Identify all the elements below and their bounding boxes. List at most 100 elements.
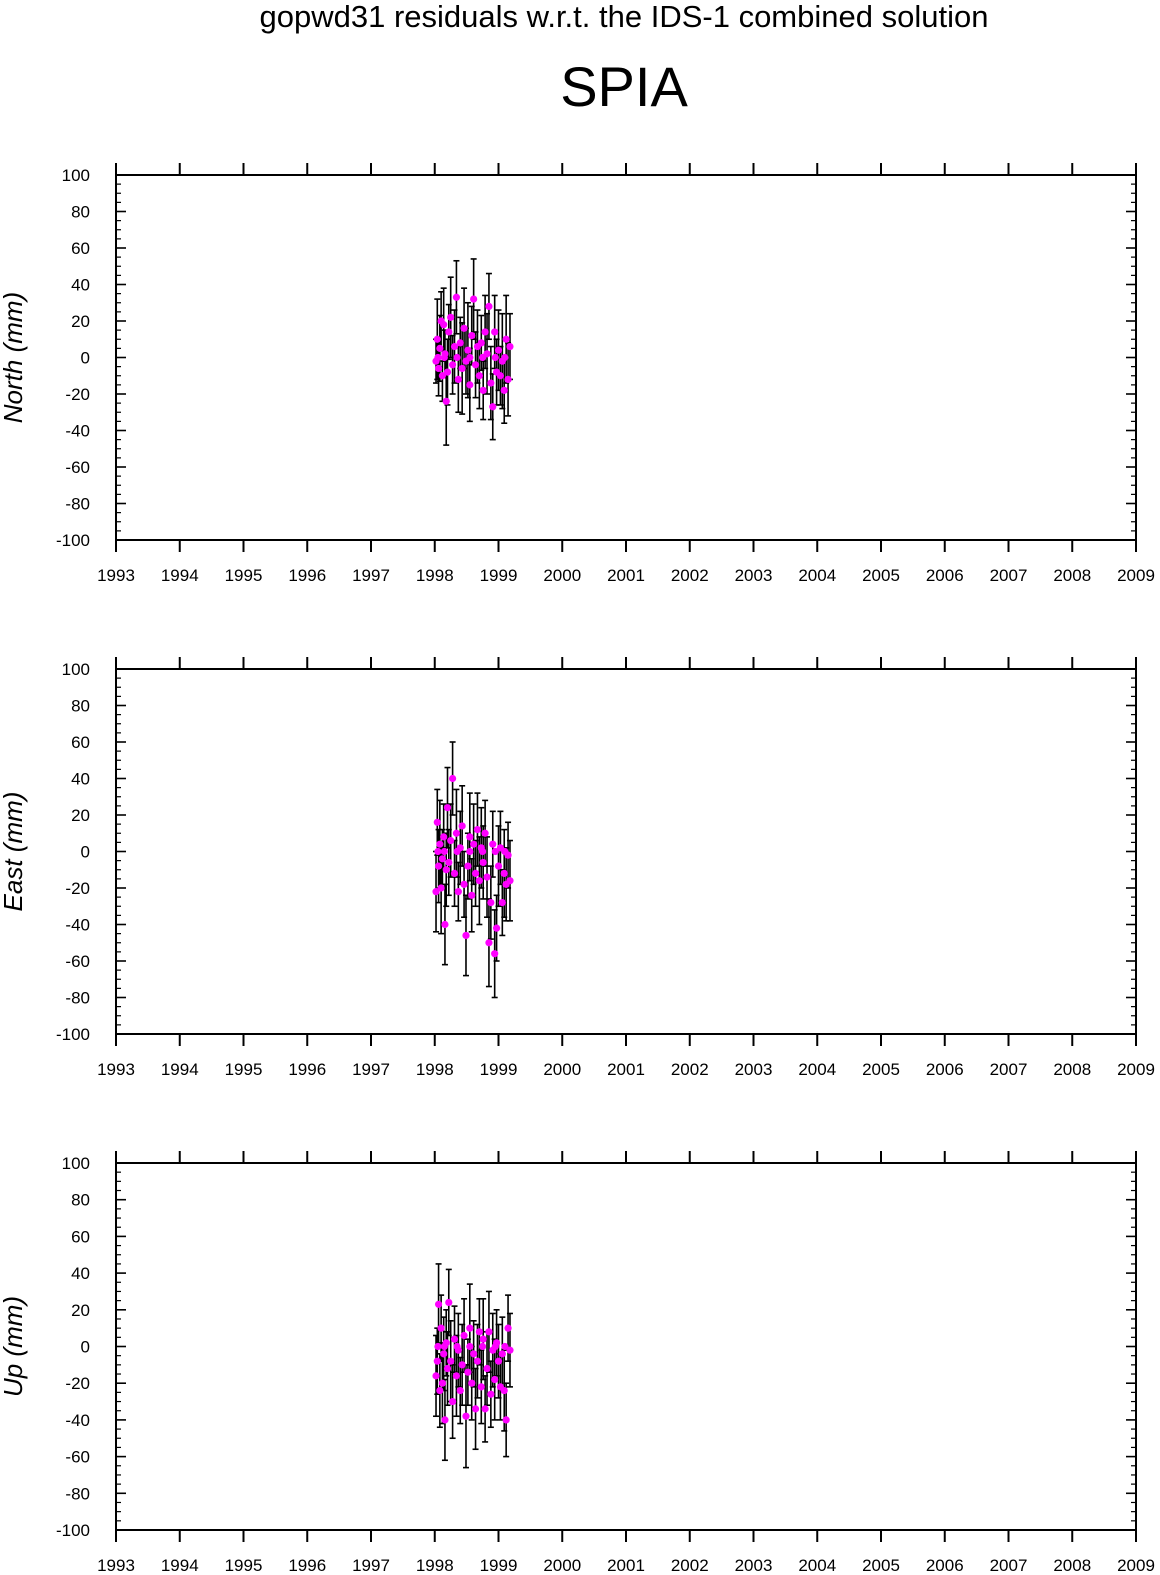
data-point [491,328,499,336]
data-point [434,353,442,362]
data-point [487,1390,495,1398]
y-tick-label: -20 [65,879,90,898]
data-point [456,1386,464,1395]
data-point [506,342,514,351]
y-tick-label: 40 [71,770,90,789]
data-point [479,386,487,394]
data-point [437,884,445,892]
y-tick-label: -100 [56,1521,90,1540]
data-point [506,1346,514,1354]
y-tick-label: -80 [65,495,90,514]
x-tick-label: 1997 [352,1556,390,1575]
data-point [466,1324,474,1332]
y-tick-label: -40 [65,422,90,441]
y-axis-label: Up (mm) [0,1296,28,1397]
data-point [481,829,489,837]
data-point [504,1324,512,1332]
data-point [458,822,466,830]
data-point [450,869,459,878]
y-axis-label: North (mm) [0,292,28,423]
data-point [475,372,483,380]
data-point [501,353,509,362]
data-point [478,353,487,362]
data-point [502,1416,510,1424]
data-point [443,804,452,812]
y-tick-label: 0 [81,1338,90,1357]
data-point [500,386,508,394]
data-point [453,1342,461,1351]
data-point [436,1386,444,1395]
x-tick-label: 1997 [352,1060,390,1079]
y-tick-label: 80 [71,697,90,716]
data-point [440,847,448,856]
data-point [445,328,453,336]
data-point [460,880,468,888]
data-point [453,847,461,856]
x-tick-label: 2001 [607,1556,645,1575]
y-tick-label: 0 [81,349,90,368]
y-tick-label: 100 [62,660,90,679]
y-tick-label: 0 [81,843,90,862]
data-point [438,855,446,863]
data-point [492,924,501,932]
data-point [491,1342,499,1351]
data-point [491,353,499,362]
data-point [433,1357,441,1365]
data-point [434,862,443,870]
data-point [449,361,457,369]
y-tick-label: -80 [65,1484,90,1503]
y-tick-label: 20 [71,312,90,331]
data-point [458,1361,466,1369]
x-tick-label: 1994 [161,1060,199,1079]
data-point [462,931,470,940]
data-point [491,950,499,958]
y-tick-label: 60 [71,239,90,258]
data-point [434,1342,442,1351]
y-tick-label: 40 [71,276,90,295]
x-tick-label: 2004 [798,1060,836,1079]
data-point [496,372,505,380]
data-point [442,866,450,874]
data-point [440,1342,448,1351]
x-tick-label: 2008 [1053,1060,1091,1079]
x-tick-label: 2003 [735,1060,773,1079]
y-tick-label: -20 [65,385,90,404]
data-point [432,1372,440,1380]
data-point [464,1368,472,1376]
y-tick-label: -80 [65,989,90,1008]
data-point [478,847,487,856]
data-point [475,877,483,885]
data-point [478,1342,487,1351]
x-tick-label: 2001 [607,566,645,585]
data-point [470,1350,478,1358]
data-point [443,1364,452,1373]
x-tick-label: 1995 [225,1556,263,1575]
data-point [433,335,441,343]
data-point [452,293,461,301]
x-tick-label: 2005 [862,1556,900,1575]
data-point [483,873,491,881]
x-tick-label: 2009 [1117,566,1155,585]
data-point [434,364,443,373]
x-tick-label: 2001 [607,1060,645,1079]
x-tick-label: 2009 [1117,1556,1155,1575]
data-point [473,1357,482,1365]
data-point [440,833,448,841]
x-tick-label: 2005 [862,1060,900,1079]
x-tick-label: 1999 [480,1060,518,1079]
data-point [442,397,450,405]
data-point [454,375,462,383]
data-point [468,332,476,340]
y-tick-label: 100 [62,166,90,185]
x-tick-label: 2007 [990,1060,1028,1079]
data-point [471,869,480,878]
x-tick-label: 2000 [543,1556,581,1575]
data-point [437,1324,445,1332]
data-point [466,353,474,362]
data-point [483,1364,491,1373]
y-tick-label: 40 [71,1264,90,1283]
y-tick-label: 60 [71,1227,90,1246]
data-point [432,888,440,896]
x-tick-label: 2000 [543,566,581,585]
